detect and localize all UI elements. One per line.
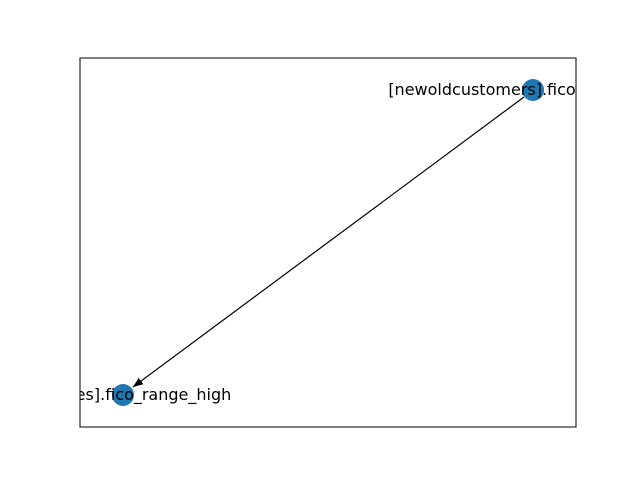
node-target-label: [variables].fico_range_high [15,385,232,405]
edge-source-to-target [132,96,525,388]
node-target [112,384,134,406]
node-source-label: [newoldcustomers].fico [388,80,575,99]
node-source [522,79,544,101]
